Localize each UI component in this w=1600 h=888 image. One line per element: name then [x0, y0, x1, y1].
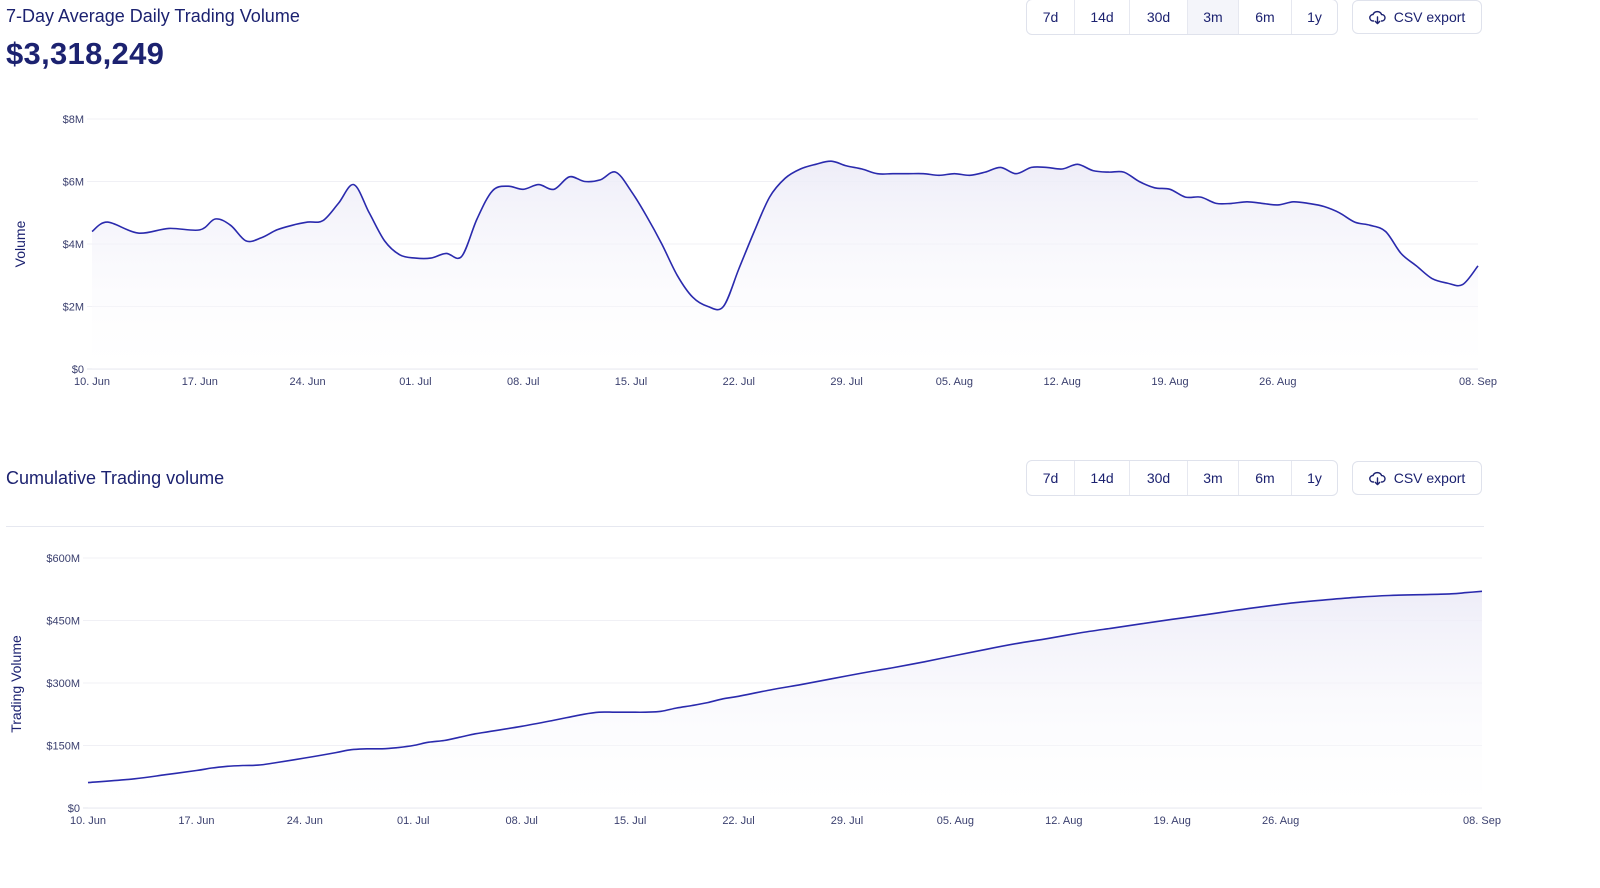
cumulative-x-tick-label: 05. Aug	[937, 815, 974, 827]
cumulative-range-6m-button[interactable]: 6m	[1239, 461, 1292, 495]
volume-y-tick-label: $0	[72, 364, 84, 376]
volume-y-tick-label: $4M	[63, 239, 84, 251]
cumulative-area-fill	[88, 591, 1482, 808]
cumulative-y-tick-label: $150M	[46, 741, 80, 753]
volume-x-tick-label: 10. Jun	[74, 376, 110, 388]
volume-y-tick-label: $6M	[63, 177, 84, 189]
volume-range-selector: 7d 14d 30d 3m 6m 1y	[1026, 0, 1338, 35]
cumulative-csv-export-label: CSV export	[1393, 470, 1466, 486]
cumulative-range-selector: 7d 14d 30d 3m 6m 1y	[1026, 460, 1338, 496]
volume-x-tick-label: 17. Jun	[182, 376, 218, 388]
volume-y-axis-title: Volume	[12, 220, 28, 267]
cumulative-y-tick-label: $600M	[46, 553, 80, 565]
volume-range-30d-button[interactable]: 30d	[1130, 0, 1188, 34]
volume-x-tick-label: 29. Jul	[830, 376, 862, 388]
cumulative-x-tick-label: 10. Jun	[70, 815, 106, 827]
cumulative-x-tick-label: 19. Aug	[1154, 815, 1191, 827]
volume-chart-title: 7-Day Average Daily Trading Volume	[6, 6, 300, 26]
volume-current-value: $3,318,249	[6, 36, 165, 71]
cumulative-series-line	[87, 590, 1483, 784]
volume-x-tick-label: 19. Aug	[1151, 376, 1188, 388]
volume-range-7d-button[interactable]: 7d	[1027, 0, 1075, 34]
cumulative-range-7d-button[interactable]: 7d	[1027, 461, 1075, 495]
volume-range-6m-button[interactable]: 6m	[1239, 0, 1292, 34]
volume-csv-export-label: CSV export	[1393, 9, 1466, 25]
volume-line-chart: $0 $2M $4M $6M $8M 10. Jun 17. Jun 24. Jun 01. …	[12, 114, 1497, 388]
cumulative-x-tick-label: 15. Jul	[614, 815, 646, 827]
volume-x-tick-label: 26. Aug	[1259, 376, 1296, 388]
volume-range-14d-button[interactable]: 14d	[1075, 0, 1130, 34]
cumulative-x-tick-label: 08. Jul	[505, 815, 537, 827]
cumulative-range-14d-button[interactable]: 14d	[1075, 461, 1130, 495]
cumulative-y-tick-label: $300M	[46, 678, 80, 690]
cumulative-y-tick-label: $450M	[46, 616, 80, 628]
cloud-download-icon	[1368, 471, 1386, 486]
cumulative-range-3m-button[interactable]: 3m	[1188, 461, 1239, 495]
cumulative-y-axis-title: Trading Volume	[8, 635, 24, 733]
volume-y-tick-label: $8M	[63, 114, 84, 126]
volume-x-tick-label: 08. Sep	[1459, 376, 1497, 388]
volume-area-fill	[92, 161, 1478, 369]
cumulative-x-tick-label: 17. Jun	[178, 815, 214, 827]
cumulative-csv-export-button[interactable]: CSV export	[1352, 461, 1482, 495]
cumulative-chart-title: Cumulative Trading volume	[6, 468, 225, 488]
volume-range-3m-button[interactable]: 3m	[1188, 0, 1239, 34]
volume-series-line	[91, 160, 1479, 311]
cumulative-x-tick-label: 26. Aug	[1262, 815, 1299, 827]
volume-csv-export-button[interactable]: CSV export	[1352, 0, 1482, 34]
cumulative-range-30d-button[interactable]: 30d	[1130, 461, 1188, 495]
cumulative-y-tick-label: $0	[68, 803, 80, 815]
cumulative-x-tick-label: 29. Jul	[831, 815, 863, 827]
volume-x-tick-label: 12. Aug	[1044, 376, 1081, 388]
volume-x-tick-label: 01. Jul	[399, 376, 431, 388]
volume-x-tick-label: 08. Jul	[507, 376, 539, 388]
cloud-download-icon	[1368, 10, 1386, 25]
volume-range-1y-button[interactable]: 1y	[1307, 9, 1322, 25]
volume-x-tick-label: 24. Jun	[290, 376, 326, 388]
volume-x-tick-label: 22. Jul	[723, 376, 755, 388]
cumulative-x-tick-label: 01. Jul	[397, 815, 429, 827]
volume-x-tick-label: 05. Aug	[936, 376, 973, 388]
cumulative-range-1y-button[interactable]: 1y	[1307, 470, 1322, 486]
cumulative-x-tick-label: 22. Jul	[722, 815, 754, 827]
section-divider	[6, 526, 1484, 527]
volume-y-tick-label: $2M	[63, 302, 84, 314]
cumulative-x-tick-label: 24. Jun	[287, 815, 323, 827]
cumulative-x-tick-label: 08. Sep	[1463, 815, 1501, 827]
volume-x-tick-label: 15. Jul	[615, 376, 647, 388]
cumulative-x-tick-label: 12. Aug	[1045, 815, 1082, 827]
